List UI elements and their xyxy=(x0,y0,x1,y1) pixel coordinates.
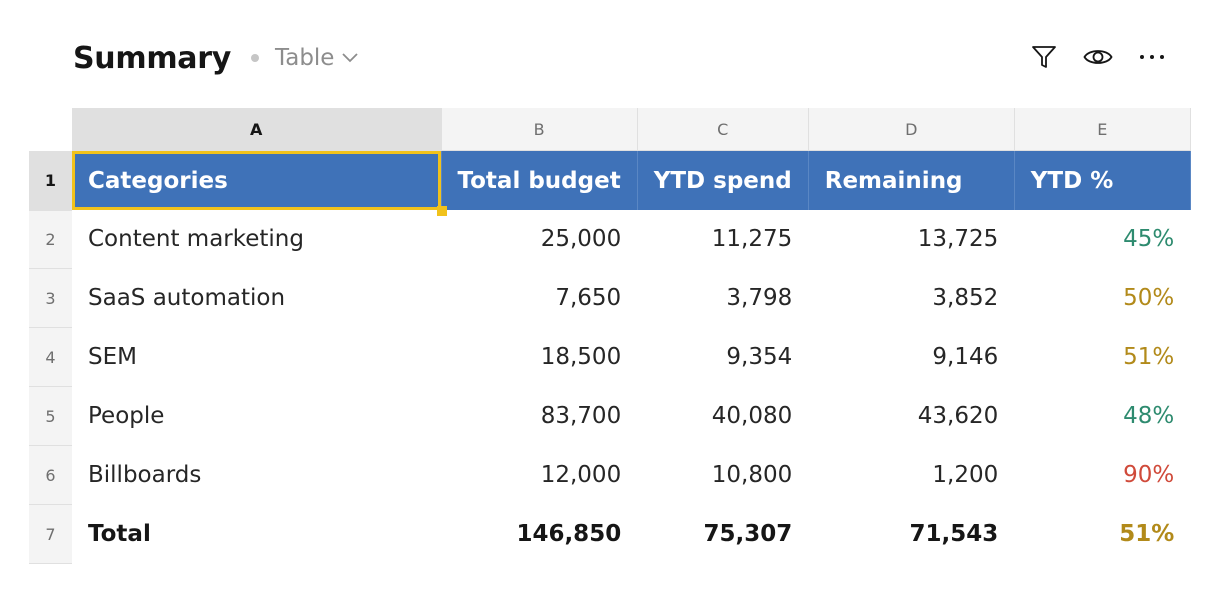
cell-budget[interactable]: 83,700 xyxy=(441,386,638,446)
column-header-c[interactable]: C xyxy=(637,108,809,151)
cell-spend[interactable]: 75,307 xyxy=(637,504,809,564)
cell-spend[interactable]: 9,354 xyxy=(637,327,809,387)
grid-corner xyxy=(29,108,72,151)
chevron-down-icon xyxy=(342,53,359,63)
cell-remaining[interactable]: 43,620 xyxy=(808,386,1015,446)
page-title: Summary xyxy=(73,40,231,76)
header-cell-categories-text: Categories xyxy=(88,167,228,194)
row-header-3[interactable]: 3 xyxy=(29,268,72,328)
cell-remaining[interactable]: 1,200 xyxy=(808,445,1015,505)
cell-remaining[interactable]: 13,725 xyxy=(808,210,1015,269)
header-cell-ytd-pct[interactable]: YTD % xyxy=(1014,150,1191,210)
fill-handle[interactable] xyxy=(436,206,447,216)
view-dropdown-label: Table xyxy=(274,45,335,71)
cell-budget[interactable]: 18,500 xyxy=(441,327,638,387)
cell-category[interactable]: Billboards xyxy=(72,445,441,505)
cell-pct[interactable]: 51% xyxy=(1014,504,1191,564)
cell-category[interactable]: Total xyxy=(72,504,441,564)
cell-spend[interactable]: 10,800 xyxy=(637,445,809,505)
eye-icon[interactable] xyxy=(1080,42,1116,72)
cell-remaining[interactable]: 71,543 xyxy=(808,504,1015,564)
cell-category[interactable]: People xyxy=(72,386,441,446)
cell-remaining[interactable]: 3,852 xyxy=(808,268,1015,328)
overflow-menu-icon[interactable] xyxy=(1134,42,1170,72)
cell-category[interactable]: SaaS automation xyxy=(72,268,441,328)
filter-icon[interactable] xyxy=(1026,42,1062,72)
toolbar-actions xyxy=(1008,42,1170,72)
separator-dot xyxy=(250,54,259,62)
header-cell-total-budget[interactable]: Total budget xyxy=(441,150,638,210)
row-header-4[interactable]: 4 xyxy=(29,327,72,387)
column-header-e[interactable]: E xyxy=(1014,108,1191,151)
cell-spend[interactable]: 3,798 xyxy=(637,268,809,328)
cell-category[interactable]: SEM xyxy=(72,327,441,387)
row-header-6[interactable]: 6 xyxy=(29,445,72,505)
row-header-1[interactable]: 1 xyxy=(29,150,72,211)
spreadsheet-grid: A B C D E 1 Categories Total budget YTD … xyxy=(29,108,1191,564)
cell-budget[interactable]: 12,000 xyxy=(441,445,638,505)
cell-pct[interactable]: 48% xyxy=(1014,386,1191,446)
row-header-2[interactable]: 2 xyxy=(29,210,72,269)
column-header-b[interactable]: B xyxy=(441,108,638,151)
row-header-7[interactable]: 7 xyxy=(29,504,72,564)
column-header-a[interactable]: A xyxy=(72,108,442,151)
cell-spend[interactable]: 40,080 xyxy=(637,386,809,446)
cell-budget[interactable]: 7,650 xyxy=(441,268,638,328)
cell-remaining[interactable]: 9,146 xyxy=(808,327,1015,387)
cell-pct[interactable]: 51% xyxy=(1014,327,1191,387)
row-header-5[interactable]: 5 xyxy=(29,386,72,446)
column-header-d[interactable]: D xyxy=(808,108,1015,151)
cell-pct[interactable]: 90% xyxy=(1014,445,1191,505)
cell-category[interactable]: Content marketing xyxy=(72,210,441,269)
view-dropdown[interactable]: Table xyxy=(274,45,359,71)
cell-budget[interactable]: 25,000 xyxy=(441,210,638,269)
header-cell-remaining[interactable]: Remaining xyxy=(808,150,1015,210)
cell-spend[interactable]: 11,275 xyxy=(637,210,809,269)
cell-pct[interactable]: 50% xyxy=(1014,268,1191,328)
header-cell-ytd-spend[interactable]: YTD spend xyxy=(637,150,809,210)
cell-budget[interactable]: 146,850 xyxy=(441,504,638,564)
cell-pct[interactable]: 45% xyxy=(1014,210,1191,269)
header-cell-categories[interactable]: Categories xyxy=(72,150,447,216)
page-header: Summary Table xyxy=(73,38,359,78)
